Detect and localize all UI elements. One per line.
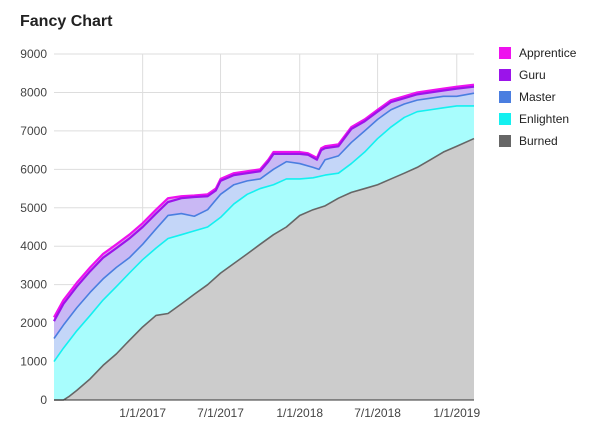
x-tick-labels: 1/1/2017 7/1/2017 1/1/2018 7/1/2018 1/1/2019 bbox=[119, 406, 480, 420]
area-burned bbox=[54, 138, 474, 400]
legend: Apprentice Guru Master Enlighten Burned bbox=[499, 46, 577, 148]
x-tick-label: 7/1/2017 bbox=[197, 406, 244, 420]
y-tick-label: 6000 bbox=[20, 162, 47, 176]
y-tick-label: 5000 bbox=[20, 201, 47, 215]
legend-swatch-apprentice bbox=[499, 47, 511, 59]
line-master bbox=[53, 92, 475, 339]
y-tick-label: 2000 bbox=[20, 316, 47, 330]
legend-swatch-enlighten bbox=[499, 113, 511, 125]
line-guru bbox=[53, 85, 475, 322]
line-burned bbox=[54, 137, 475, 401]
y-tick-label: 1000 bbox=[20, 355, 47, 369]
legend-label-guru: Guru bbox=[519, 68, 546, 82]
series-areas bbox=[54, 84, 474, 401]
y-tick-label: 7000 bbox=[20, 124, 47, 138]
legend-swatch-guru bbox=[499, 69, 511, 81]
legend-label-master: Master bbox=[519, 90, 556, 104]
legend-label-burned: Burned bbox=[519, 134, 558, 148]
x-tick-label: 1/1/2019 bbox=[433, 406, 480, 420]
x-tick-label: 1/1/2017 bbox=[119, 406, 166, 420]
legend-swatch-burned bbox=[499, 135, 511, 147]
legend-swatch-master bbox=[499, 91, 511, 103]
series-lines bbox=[53, 83, 475, 401]
y-tick-label: 9000 bbox=[20, 47, 47, 61]
y-tick-label: 8000 bbox=[20, 85, 47, 99]
y-tick-label: 3000 bbox=[20, 278, 47, 292]
x-tick-label: 7/1/2018 bbox=[354, 406, 401, 420]
line-enlighten bbox=[53, 105, 474, 363]
x-tick-label: 1/1/2018 bbox=[276, 406, 323, 420]
chart-title: Fancy Chart bbox=[20, 13, 113, 30]
y-tick-label: 4000 bbox=[20, 239, 47, 253]
legend-label-enlighten: Enlighten bbox=[519, 112, 569, 126]
y-tick-label: 0 bbox=[40, 393, 47, 407]
legend-label-apprentice: Apprentice bbox=[519, 46, 577, 60]
y-tick-labels: 0 1000 2000 3000 4000 5000 6000 7000 8000 9000 bbox=[20, 47, 47, 407]
